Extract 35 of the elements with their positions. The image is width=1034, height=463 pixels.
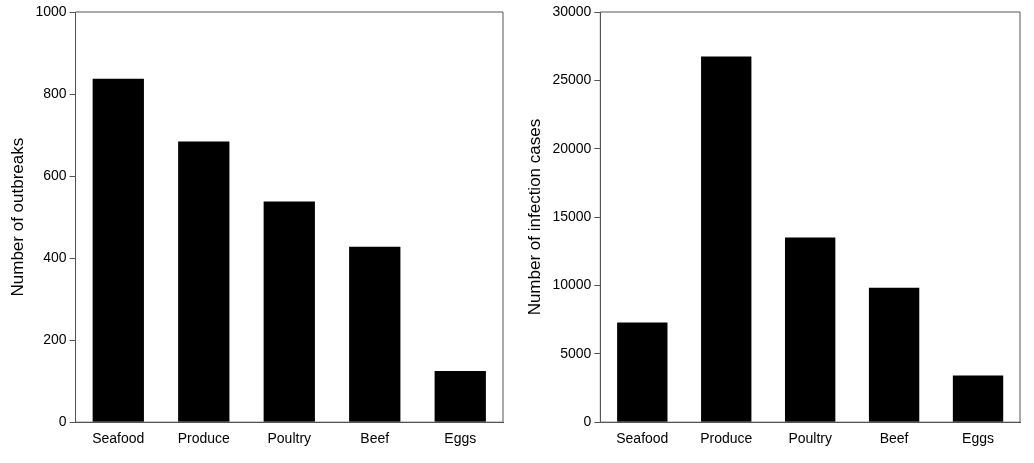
y-tick-label: 15000 <box>552 207 592 224</box>
y-tick-label: 1000 <box>35 2 67 19</box>
x-tick-label: Produce <box>700 430 753 447</box>
bar <box>92 78 144 422</box>
bar <box>701 56 752 422</box>
bar <box>434 370 486 422</box>
y-tick-label: 20000 <box>552 139 592 156</box>
x-tick-label: Produce <box>177 430 231 447</box>
y-tick-label: 10000 <box>552 276 592 293</box>
bar <box>263 201 315 422</box>
bar <box>868 287 920 422</box>
y-tick-label: 400 <box>43 248 67 265</box>
y-axis-title: Number of outbreaks <box>7 137 27 297</box>
x-tick-label: Beef <box>879 430 909 447</box>
y-tick-label: 25000 <box>552 71 592 88</box>
y-tick-label: 5000 <box>560 344 592 361</box>
bar <box>784 237 836 422</box>
x-tick-label: Eggs <box>962 430 994 447</box>
bar <box>178 141 230 422</box>
y-tick-label: 200 <box>43 331 67 348</box>
y-tick-label: 30000 <box>552 2 592 19</box>
y-tick-label: 800 <box>43 84 67 101</box>
x-tick-label: Eggs <box>444 430 477 447</box>
x-tick-label: Poultry <box>267 430 312 447</box>
x-tick-label: Beef <box>360 430 390 447</box>
bar <box>952 375 1004 422</box>
bar <box>617 322 668 422</box>
y-tick-label: 0 <box>583 413 592 430</box>
y-tick-label: 600 <box>43 166 67 183</box>
x-tick-label: Seafood <box>92 430 145 447</box>
x-tick-label: Seafood <box>616 430 669 447</box>
x-tick-label: Poultry <box>788 430 832 447</box>
y-axis-title: Number of infection cases <box>524 118 544 316</box>
y-tick-label: 0 <box>58 413 67 430</box>
bar <box>349 246 401 422</box>
